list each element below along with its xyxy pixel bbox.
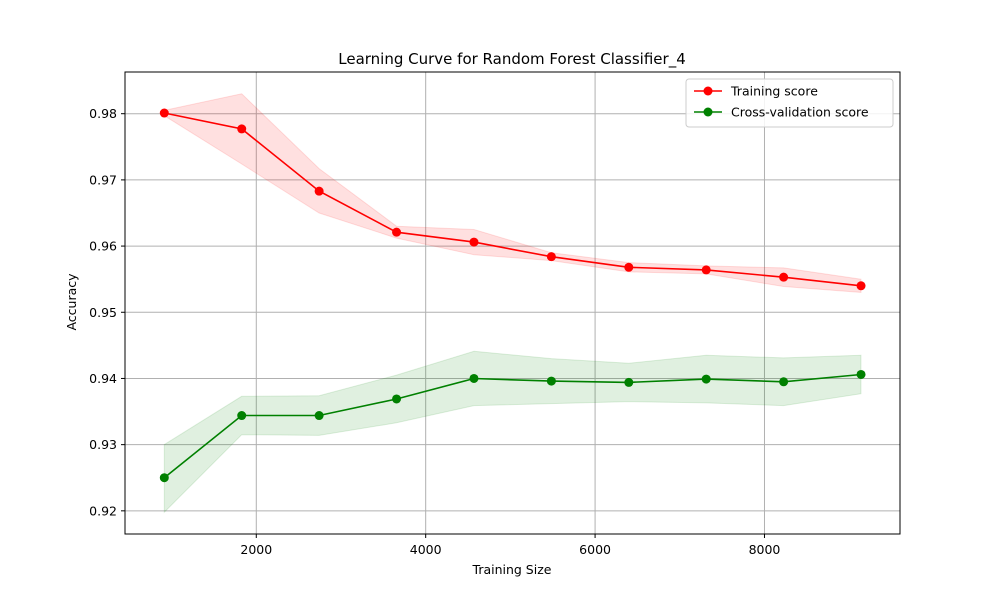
x-tick-label: 6000 [579,542,611,557]
cross-validation-score-legend-marker [703,107,713,117]
training-score-point [469,237,479,247]
cross-validation-score-band [163,350,862,514]
confidence-bands [163,93,862,514]
training-score-legend-label: Training score [730,84,818,99]
x-tick-label: 2000 [240,542,272,557]
y-tick-label: 0.94 [89,371,117,386]
cross-validation-score-point [314,411,324,421]
training-score-point [314,186,324,196]
cross-validation-score-line [163,373,862,479]
cross-validation-score-point [856,369,866,379]
y-tick-label: 0.92 [89,503,117,518]
y-tick-label: 0.95 [89,305,117,320]
legend: Training score Cross-validation score [685,78,894,128]
y-axis-ticks: 0.92 0.93 0.94 0.95 0.96 0.97 0.98 [89,106,125,518]
cross-validation-score-point [779,377,789,387]
training-score-point [701,265,711,275]
x-tick-label: 4000 [410,542,442,557]
training-score-point [237,124,247,134]
training-score-point [159,108,169,118]
y-tick-label: 0.93 [89,437,117,452]
training-score-point [546,252,556,262]
y-tick-label: 0.96 [89,239,117,254]
cross-validation-score-point [469,373,479,383]
x-tick-label: 8000 [749,542,781,557]
training-score-line [164,112,862,287]
cross-validation-score-legend-label: Cross-validation score [731,105,869,120]
training-score-band [163,93,862,293]
cross-validation-score-point [237,411,247,421]
cross-validation-score-point [546,376,556,386]
y-tick-label: 0.97 [89,172,117,187]
x-axis-label: Training Size [472,562,552,577]
cross-validation-score-point [392,394,402,404]
training-score-point [392,227,402,237]
training-score-point [779,272,789,282]
training-score-point [856,281,866,291]
plot-area-frame [124,71,901,535]
training-score-legend-marker [703,86,713,96]
cross-validation-score-point [624,377,634,387]
series-points [159,108,866,483]
x-axis-ticks: 2000 4000 6000 8000 [240,534,780,557]
legend-box [685,78,894,128]
cross-validation-score-point [159,473,169,483]
y-axis-label: Accuracy [64,273,79,331]
y-tick-label: 0.98 [89,106,117,121]
chart-title: Learning Curve for Random Forest Classif… [338,50,686,69]
series-lines [163,112,862,479]
cross-validation-score-point [701,374,711,384]
training-score-point [624,262,634,272]
